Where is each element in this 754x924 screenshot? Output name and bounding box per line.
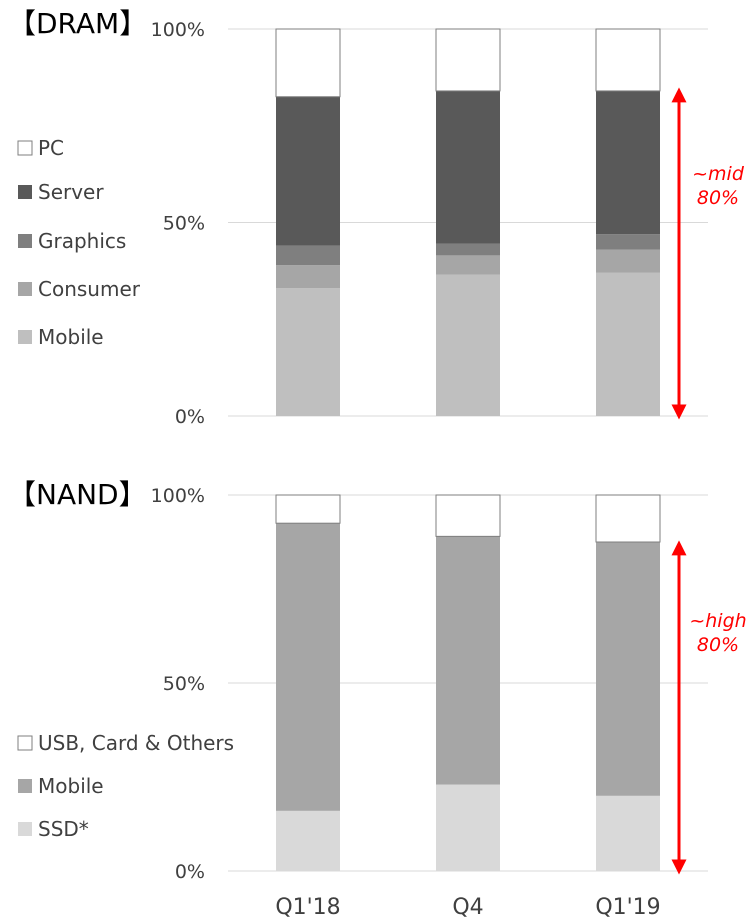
bar-segment-consumer [436,255,500,275]
legend-label: Server [38,180,104,204]
legend-swatch [18,822,32,836]
bar-segment-mobile [276,288,340,416]
y-tick-label: 100% [151,19,205,41]
bar-segment-ssd [436,784,500,871]
x-tick-label: Q1'19 [595,895,660,920]
bar-segment-server [276,96,340,246]
x-tick-label: Q4 [452,895,483,920]
bar-segment-mobile [596,272,660,416]
legend-label: Graphics [38,229,126,253]
y-tick-label: 100% [151,485,205,507]
bar-segment-consumer [596,249,660,273]
bar-segment-pc [435,28,501,92]
legend-swatch [18,282,32,296]
legend-label: Mobile [38,774,104,798]
bar-segment-graphics [276,245,340,266]
y-tick-label: 0% [175,861,205,883]
annotation-label: 80% [697,634,739,656]
bar-segment-usb-card-others [275,494,341,524]
annotation-label: 80% [697,187,739,209]
bar-segment-graphics [596,234,660,250]
legend-swatch [18,234,32,248]
bar-segment-pc [275,28,341,98]
bar-segment-server [596,90,660,235]
chart-title: 【NAND】 [8,478,147,511]
bar-segment-mobile [436,274,500,416]
nand-chart: 【NAND】 0% 50% 100% USB, Card & Others Mobile S… [8,478,747,883]
legend-swatch [18,330,32,344]
chart-title: 【DRAM】 [8,7,147,40]
y-tick-label: 50% [163,213,205,235]
legend-label: Consumer [38,277,141,301]
legend-swatch [17,735,33,751]
legend-label: Mobile [38,325,104,349]
bar-segment-pc [595,28,661,92]
legend-label: USB, Card & Others [38,731,234,755]
annotation-label: ~mid [692,163,745,185]
y-tick-label: 50% [163,673,205,695]
bar-segment-server [436,90,500,244]
bar-segment-usb-card-others [595,494,661,543]
bar-segment-usb-card-others [435,494,501,537]
bar-segment-mobile [276,523,340,811]
legend-swatch [18,185,32,199]
x-tick-label: Q1'18 [275,895,340,920]
legend-label: SSD* [38,817,89,841]
legend-swatch [17,140,33,156]
legend-swatch [18,779,32,793]
legend-label: PC [38,136,64,160]
bar-segment-ssd [596,795,660,871]
bar-segment-mobile [436,536,500,785]
bar-segment-mobile [596,542,660,796]
y-tick-label: 0% [175,406,205,428]
annotation-label: ~high [689,610,746,632]
dram-chart: 【DRAM】 0% 50% 100% PC Server Graphics Consumer M… [8,7,745,428]
bar-segment-consumer [276,265,340,289]
bar-segment-graphics [436,243,500,256]
bar-segment-ssd [276,810,340,871]
